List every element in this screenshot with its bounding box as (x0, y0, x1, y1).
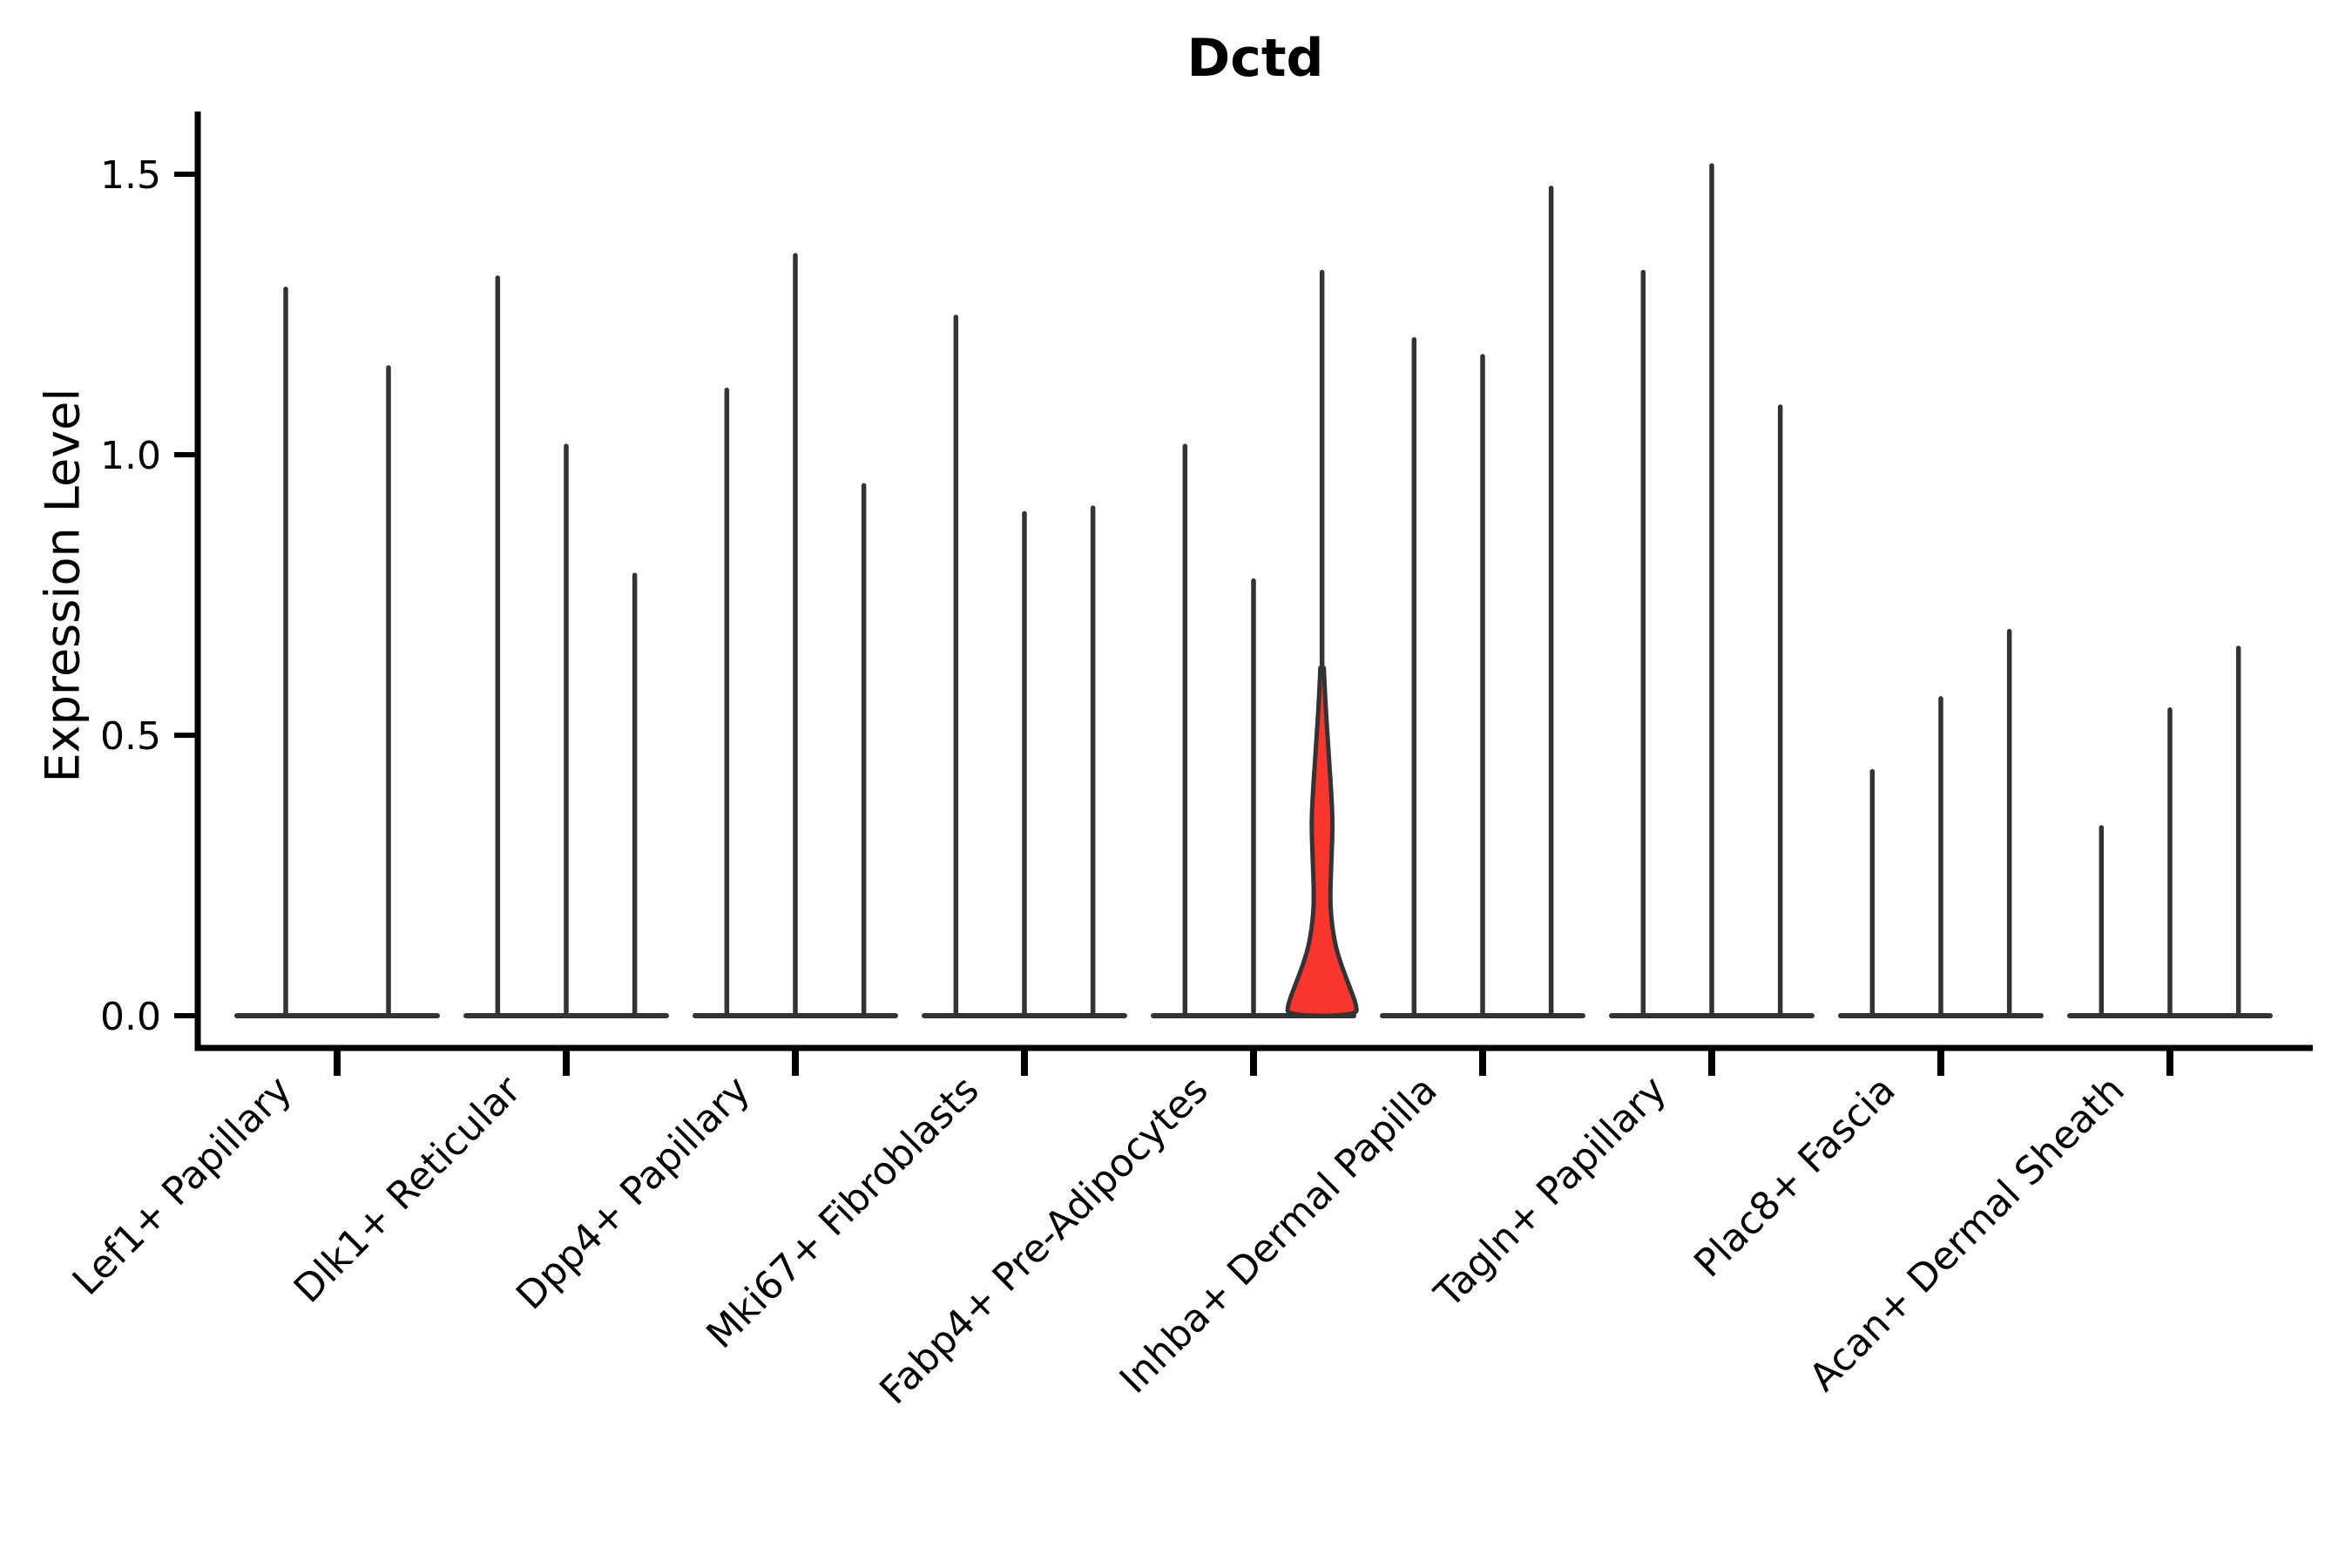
x-tick-label: Lef1+ Papillary (64, 1068, 301, 1304)
y-tick-label: 1.0 (100, 434, 161, 478)
x-tick-label: Dpp4+ Papillary (508, 1068, 759, 1319)
y-tick-label: 1.5 (100, 153, 161, 198)
x-tick-label: Dlk1+ Reticular (286, 1067, 531, 1312)
x-tick-label: Tagln+ Papillary (1426, 1068, 1675, 1317)
violin-highlighted (1285, 666, 1359, 1018)
chart-title: Dctd (1186, 28, 1324, 89)
y-tick-label: 0.0 (100, 995, 161, 1039)
x-tick-label: Plac8+ Fascia (1686, 1068, 1904, 1287)
y-tick-label: 0.5 (100, 714, 161, 759)
